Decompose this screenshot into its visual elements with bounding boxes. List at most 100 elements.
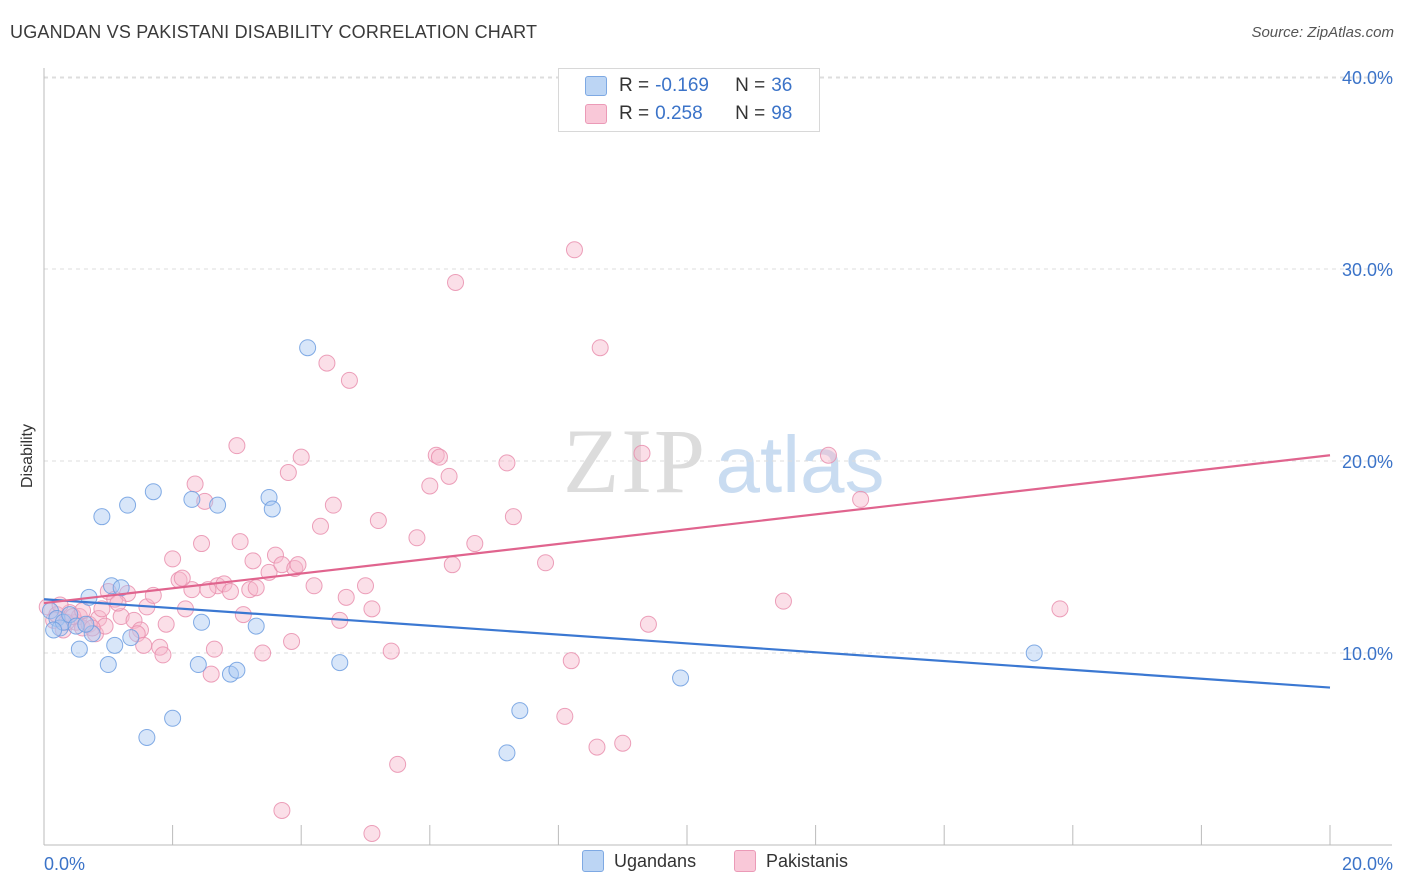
ugandan-point <box>498 744 516 762</box>
pakistani-point <box>205 640 223 658</box>
pakistani-point <box>193 535 211 553</box>
pakistani-point <box>443 556 461 574</box>
pakistani-point <box>202 665 220 683</box>
pakistani-point <box>125 611 143 629</box>
ugandan-point <box>228 661 246 679</box>
pakistani-point <box>591 339 609 357</box>
pakistani-point <box>639 615 657 633</box>
chart-title: UGANDAN VS PAKISTANI DISABILITY CORRELAT… <box>10 22 538 42</box>
ugandan-point <box>70 640 88 658</box>
pakistani-point <box>273 801 291 819</box>
pakistani-point <box>427 446 445 464</box>
ugandan-point <box>83 625 101 643</box>
legend-row-ugandans: R = -0.169 N = 36 <box>585 73 792 99</box>
y-tick-label: 40.0% <box>1342 68 1393 88</box>
pakistanis-legend-label: Pakistanis <box>766 850 849 871</box>
pakistani-point <box>247 579 265 597</box>
legend-row-pakistanis: R = 0.258 N = 98 <box>585 101 792 127</box>
ugandan-point <box>247 617 265 635</box>
pakistani-point <box>112 608 130 626</box>
pakistani-point <box>565 241 583 259</box>
ugandan-point <box>209 496 227 514</box>
pakistani-point <box>221 583 239 601</box>
ugandan-point <box>299 339 317 357</box>
x-tick-label: 20.0% <box>1342 854 1393 874</box>
ugandans-legend-swatch <box>582 850 604 872</box>
pakistani-trend-line <box>43 454 1331 605</box>
pakistani-point <box>504 508 522 526</box>
pakistani-point <box>447 273 465 291</box>
pakistani-point <box>292 448 310 466</box>
pakistani-point <box>498 454 516 472</box>
ugandans-r-value: -0.169 <box>655 75 709 96</box>
pakistani-point <box>466 535 484 553</box>
y-tick-label: 30.0% <box>1342 260 1393 280</box>
pakistani-point <box>1051 600 1069 618</box>
n-label: N = <box>735 75 766 96</box>
y-tick-label: 10.0% <box>1342 644 1393 664</box>
ugandans-n-value: 36 <box>771 75 793 96</box>
pakistani-point <box>389 755 407 773</box>
pakistani-point <box>173 569 191 587</box>
pakistani-point <box>588 738 606 756</box>
pakistanis-n-value: 98 <box>771 103 793 124</box>
r-label: R = <box>619 103 650 124</box>
ugandan-point <box>93 508 111 526</box>
pakistani-point <box>363 824 381 842</box>
ugandan-point <box>193 613 211 631</box>
ugandan-point <box>183 490 201 508</box>
ugandans-legend-label: Ugandans <box>614 850 697 871</box>
pakistani-point <box>369 512 387 530</box>
pakistani-point <box>363 600 381 618</box>
pakistani-point <box>311 517 329 535</box>
pakistani-point <box>556 707 574 725</box>
ugandans-swatch <box>585 76 607 96</box>
pakistani-point <box>228 437 246 455</box>
pakistani-point <box>614 734 632 752</box>
ugandan-point <box>511 702 529 720</box>
ugandan-point <box>263 500 281 518</box>
pakistani-point <box>318 354 336 372</box>
ugandan-point <box>119 496 137 514</box>
ugandan-point <box>331 654 349 672</box>
pakistani-point <box>289 556 307 574</box>
pakistani-point <box>93 600 111 618</box>
r-label: R = <box>619 75 650 96</box>
pakistani-point <box>337 588 355 606</box>
pakistani-point <box>819 446 837 464</box>
pakistani-point <box>305 577 323 595</box>
series-legend-pakistanis: Pakistanis <box>734 850 848 872</box>
pakistani-point <box>382 642 400 660</box>
pakistani-point <box>324 496 342 514</box>
y-tick-label: 20.0% <box>1342 452 1393 472</box>
ugandan-point <box>112 579 130 597</box>
ugandan-point <box>138 728 156 746</box>
pakistani-point <box>234 606 252 624</box>
pakistani-point <box>196 492 214 510</box>
x-tick-label: 0.0% <box>44 854 85 874</box>
pakistani-point <box>231 533 249 551</box>
pakistani-point <box>283 632 301 650</box>
pakistani-point <box>244 552 262 570</box>
series-legend-ugandans: Ugandans <box>582 850 696 872</box>
ugandan-point <box>144 483 162 501</box>
pakistani-point <box>633 444 651 462</box>
pakistanis-legend-swatch <box>734 850 756 872</box>
pakistani-point <box>357 577 374 595</box>
pakistani-point <box>440 467 458 485</box>
pakistani-point <box>537 554 555 572</box>
pakistani-point <box>421 477 439 495</box>
pakistani-point <box>430 448 448 466</box>
watermark-zip: ZIP <box>563 410 707 512</box>
correlation-legend: R = -0.169 N = 36 R = 0.258 N = 98 <box>558 68 820 132</box>
ugandan-point <box>1025 644 1043 662</box>
ugandan-point <box>45 621 63 639</box>
source-credit: Source: ZipAtlas.com <box>1251 24 1394 41</box>
ugandan-point <box>122 629 140 647</box>
pakistani-point <box>408 529 426 547</box>
pakistani-point <box>135 636 153 654</box>
n-label: N = <box>735 103 766 124</box>
pakistani-point <box>340 371 358 389</box>
pakistani-point <box>164 550 182 568</box>
pakistani-point <box>241 581 259 599</box>
